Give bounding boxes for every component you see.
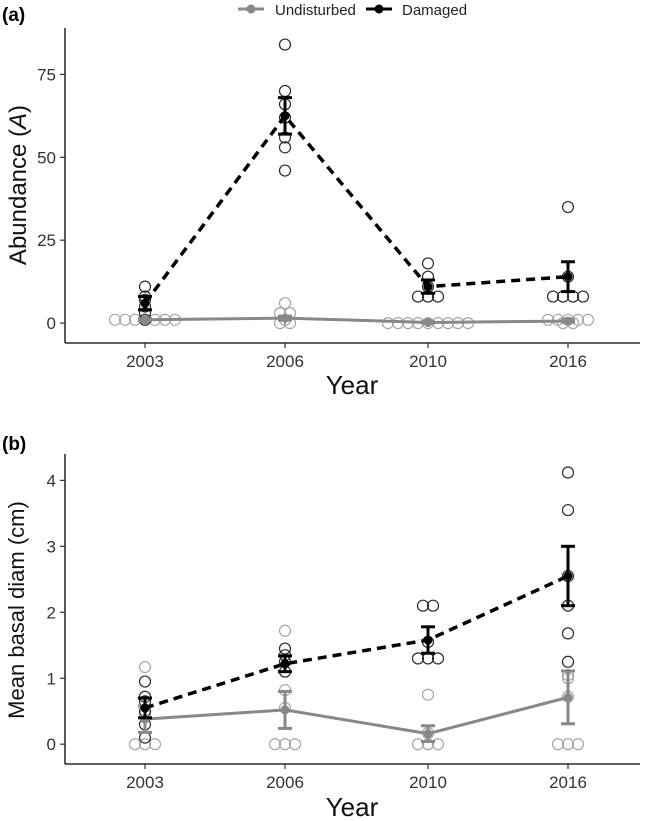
panel-a-mean-damaged-3: [563, 272, 573, 282]
panel-b-xtick-label-0: 2003: [126, 773, 164, 792]
panel-a-point-damaged-1-1: [278, 141, 292, 154]
panel-b-point-undisturbed-2-4: [421, 688, 435, 701]
panel-a-point-undisturbed-3-6: [581, 313, 595, 326]
panel-b-mean-damaged-1: [280, 659, 290, 669]
panel-a-point-damaged-2-2: [431, 290, 445, 303]
panel-b-point-undisturbed-0-4: [138, 660, 152, 674]
panel-b-point-damaged-3-4: [561, 503, 575, 517]
panel-b-point-undisturbed-2-2: [431, 738, 445, 751]
panel-b-ytick-label-3: 3: [47, 537, 56, 556]
panel-a-line-damaged: [143, 113, 569, 305]
panel-b-mean-damaged-0: [140, 703, 150, 713]
panel-b-line-undisturbed: [144, 695, 569, 736]
panel-a-point-undisturbed-2-0: [381, 317, 395, 330]
panel-a-plot-area: [108, 38, 595, 330]
panel-b-point-damaged-2-5: [426, 599, 440, 612]
panel-b-xtick-label-1: 2006: [266, 773, 304, 792]
panel-a-line-undisturbed: [144, 316, 569, 324]
legend-item-damaged: Damaged: [366, 2, 467, 19]
panel-b-ytick-label-2: 2: [47, 603, 56, 622]
panel-b-point-undisturbed-3-0: [551, 738, 565, 751]
panel-b-mean-damaged-3: [563, 571, 573, 581]
panel-a-xtick-label-3: 2016: [549, 352, 587, 371]
panel-b-point-undisturbed-1-0: [268, 738, 282, 751]
panel-a-point-undisturbed-1-5: [278, 297, 292, 310]
panel-b-xtick-label-3: 2016: [549, 773, 587, 792]
panel-b-point-undisturbed-0-0: [128, 738, 142, 751]
panel-b-y-axis-title: Mean basal diam (cm): [4, 501, 29, 719]
legend: Undisturbed Damaged: [238, 2, 467, 19]
panel-a-xtick-label-2: 2010: [409, 352, 447, 371]
panel-a-ytick-label-2: 50: [37, 148, 56, 167]
panel-a-point-undisturbed-0-1: [118, 313, 132, 326]
panel-a-point-damaged-1-6: [278, 38, 292, 51]
panel-a-ytick-label-1: 25: [37, 231, 56, 250]
panel-a-mean-damaged-2: [423, 282, 433, 292]
panel-a-mean-undisturbed-2: [423, 317, 433, 327]
panel-a-xtick-label-1: 2006: [266, 352, 304, 371]
panel-a: (a) 0 25 50 75 2003 2006 2010 2016 Abundance (…: [2, 5, 640, 400]
legend-marker-damaged: [374, 4, 384, 14]
panel-b-point-undisturbed-3-2: [571, 738, 585, 751]
panel-b-y-ticks: 0 1 2 3 4: [47, 471, 65, 754]
panel-b-point-damaged-0-5: [138, 675, 152, 688]
panel-a-point-undisturbed-0-0: [108, 313, 122, 326]
panel-a-mean-undisturbed-0: [140, 315, 150, 325]
panel-b-ytick-label-1: 1: [47, 669, 56, 688]
panel-b-mean-undisturbed-1: [280, 705, 290, 715]
panel-b-point-undisturbed-1-2: [288, 738, 302, 751]
panel-b-mean-undisturbed-3: [563, 692, 573, 702]
panel-b-ytick-label-0: 0: [47, 735, 56, 754]
panel-b-point-undisturbed-2-0: [411, 738, 425, 751]
panel-b-mean-undisturbed-2: [423, 729, 433, 739]
legend-item-undisturbed: Undisturbed: [238, 2, 356, 19]
panel-b-point-undisturbed-3-1: [561, 738, 575, 751]
panel-a-y-axis-title: Abundance (A): [5, 105, 32, 265]
panel-a-x-ticks: 2003 2006 2010 2016: [126, 343, 587, 371]
panel-b-point-undisturbed-0-1: [138, 738, 152, 751]
panel-a-label: (a): [2, 5, 25, 26]
panel-a-point-damaged-3-3: [576, 290, 590, 303]
panel-a-point-damaged-1-5: [278, 84, 292, 98]
panel-a-mean-undisturbed-3: [563, 316, 573, 326]
panel-b-mean-damaged-2: [423, 635, 433, 645]
panel-b-point-damaged-3-5: [561, 466, 575, 479]
panel-b-xtick-label-2: 2010: [409, 773, 447, 792]
panel-a-ytick-label-0: 0: [47, 314, 56, 333]
panel-b-point-undisturbed-1-1: [278, 738, 292, 751]
panel-b-point-damaged-1-3: [278, 642, 292, 655]
panel-a-point-damaged-2-0: [411, 290, 425, 303]
panel-b-point-damaged-3-1: [561, 627, 575, 640]
panel-a-point-damaged-2-5: [421, 257, 435, 270]
panel-b-label: (b): [2, 434, 26, 455]
panel-b-ytick-label-4: 4: [47, 471, 56, 490]
legend-marker-undisturbed: [246, 4, 256, 14]
panel-b-point-damaged-2-2: [431, 652, 445, 665]
panel-b-point-undisturbed-0-2: [148, 738, 162, 751]
panel-a-point-damaged-1-0: [278, 164, 292, 177]
legend-label-damaged: Damaged: [402, 2, 467, 19]
panel-a-point-damaged-3-5: [561, 200, 575, 214]
legend-label-undisturbed: Undisturbed: [275, 2, 356, 19]
panel-a-ytick-label-3: 75: [37, 65, 56, 84]
panel-a-xtick-label-0: 2003: [126, 352, 164, 371]
panel-b-point-undisturbed-1-5: [278, 624, 292, 637]
panel-a-mean-damaged-0: [140, 298, 150, 308]
panel-a-y-ticks: 0 25 50 75: [37, 65, 65, 333]
panel-a-point-damaged-0-5: [138, 280, 152, 293]
panel-a-mean-damaged-1: [280, 111, 290, 121]
panel-b-x-ticks: 2003 2006 2010 2016: [126, 764, 587, 792]
panel-a-point-damaged-3-0: [546, 290, 560, 303]
panel-b-point-damaged-2-0: [411, 652, 425, 665]
panel-b-line-damaged: [144, 574, 569, 710]
panel-a-x-axis-title: Year: [326, 370, 379, 400]
panel-a-mean-undisturbed-1: [280, 313, 290, 323]
panel-b-x-axis-title: Year: [326, 792, 379, 821]
panel-b-plot-area: [128, 466, 585, 751]
panel-b: (b) 0 1 2 3 4 2003 2006 2010 2016 Mean basal di…: [2, 434, 640, 821]
panel-b-point-damaged-2-4: [416, 599, 430, 612]
panel-b-point-damaged-3-0: [561, 655, 575, 668]
